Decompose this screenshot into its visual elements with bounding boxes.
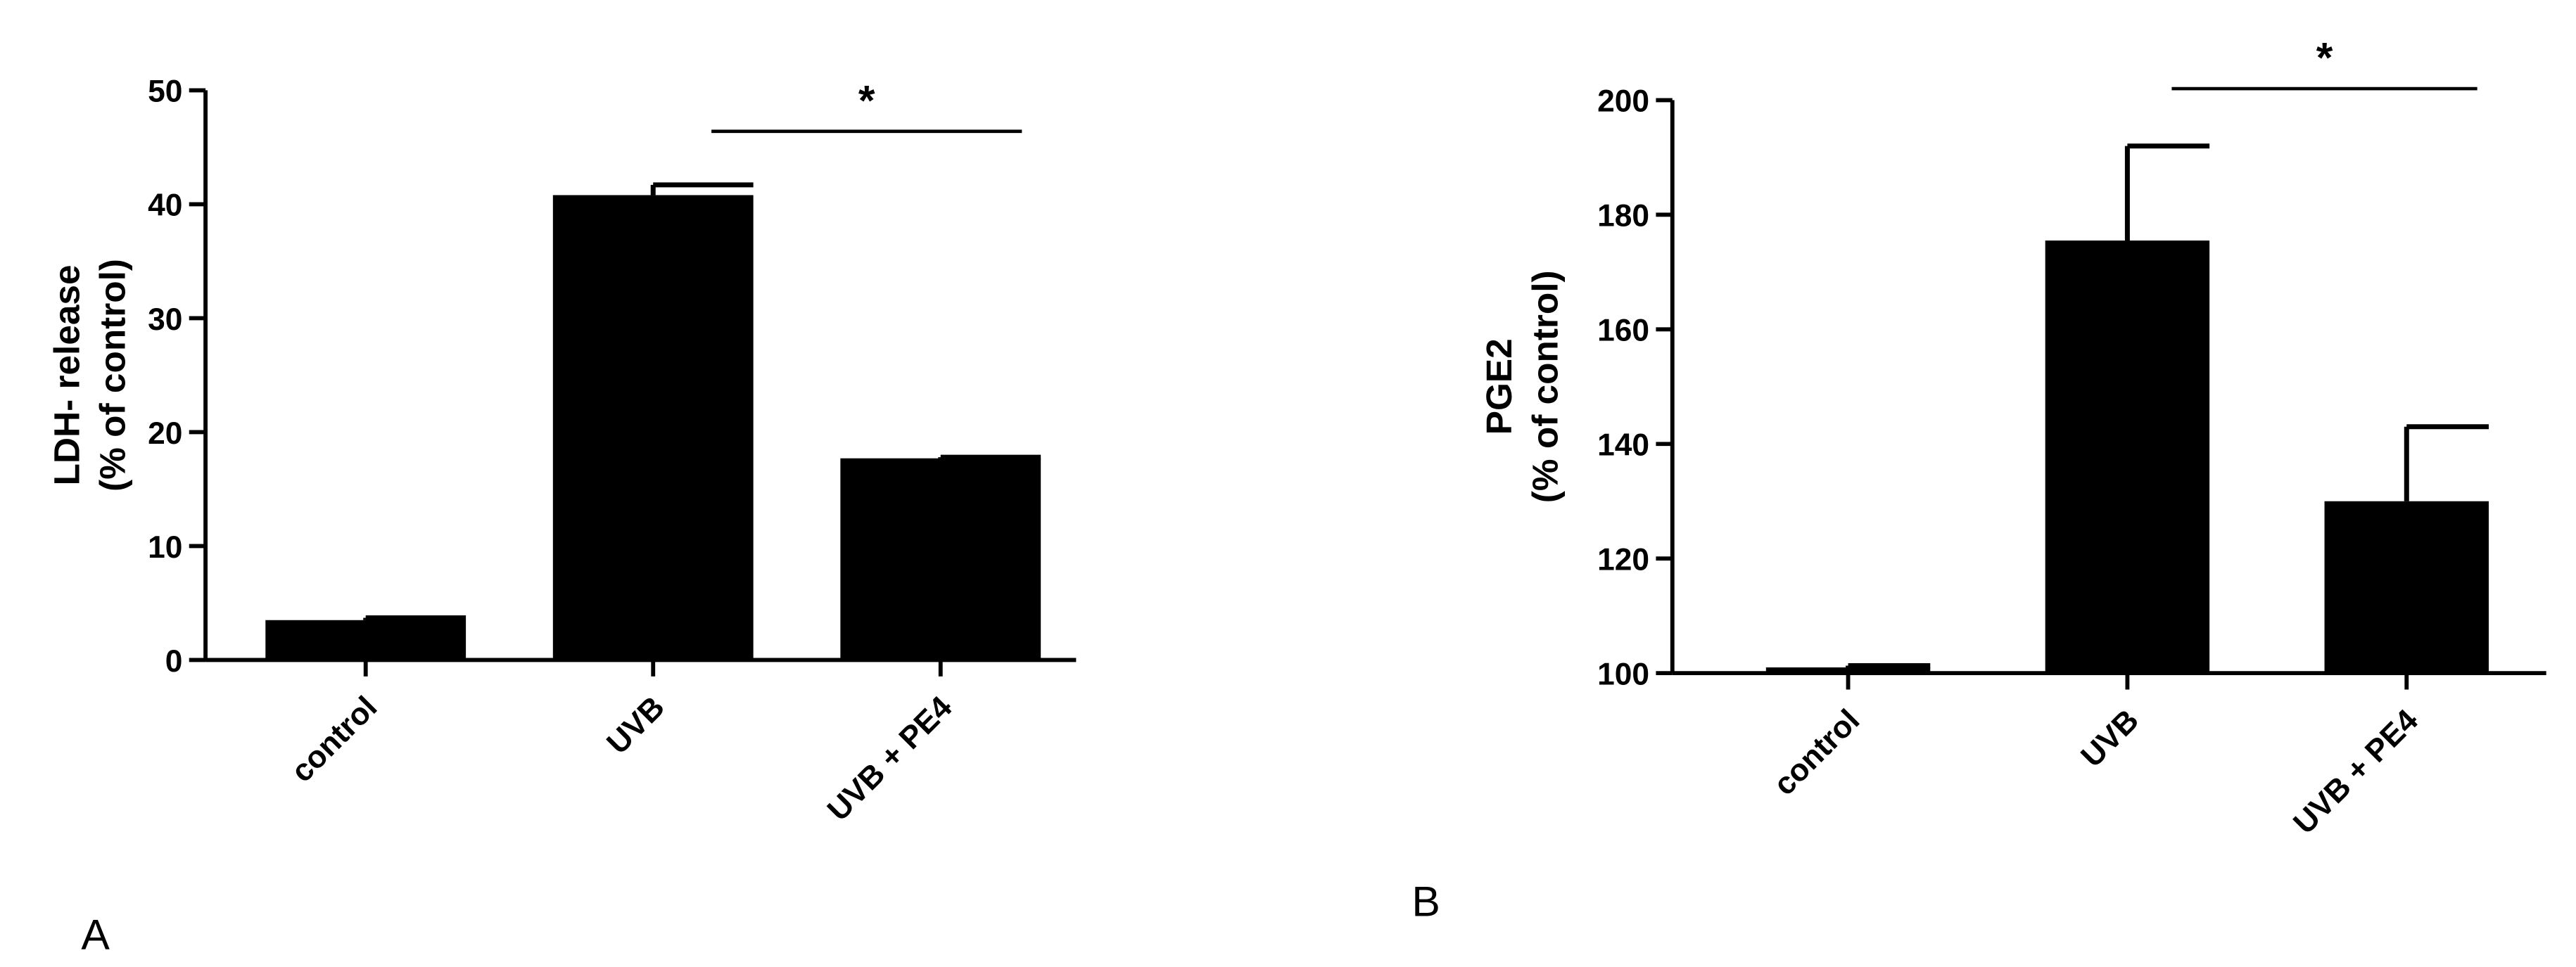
- y-tick-label: 30: [148, 302, 182, 337]
- y-tick-label: 100: [1597, 657, 1649, 691]
- y-tick-label: 180: [1597, 199, 1649, 233]
- bar: [2324, 501, 2489, 674]
- x-tick-label: UVB + PE4: [2287, 703, 2425, 840]
- x-tick-label: control: [1767, 703, 1866, 802]
- y-axis-label: (% of control): [93, 259, 133, 492]
- y-tick-label: 0: [165, 644, 183, 679]
- x-tick-label: control: [285, 690, 384, 789]
- y-axis-label: PGE2: [1479, 338, 1519, 435]
- y-tick-label: 40: [148, 188, 182, 223]
- y-tick-label: 50: [148, 75, 182, 109]
- y-tick-label: 140: [1597, 428, 1649, 463]
- x-tick-label: UVB: [600, 690, 671, 761]
- x-tick-label: UVB + PE4: [821, 690, 959, 828]
- bar: [840, 458, 1041, 660]
- significance-label: *: [2316, 34, 2333, 82]
- bar: [1765, 667, 1931, 674]
- bar: [265, 620, 467, 660]
- panel-label: A: [81, 910, 110, 958]
- bar: [2045, 241, 2210, 674]
- y-tick-label: 160: [1597, 314, 1649, 348]
- y-tick-label: 20: [148, 416, 182, 451]
- y-tick-label: 10: [148, 530, 182, 565]
- significance-label: *: [858, 76, 875, 124]
- y-tick-label: 120: [1597, 543, 1649, 577]
- y-tick-label: 200: [1597, 84, 1649, 119]
- y-axis-label: LDH- release: [46, 264, 87, 485]
- x-tick-label: UVB: [2074, 703, 2145, 774]
- y-axis-label: (% of control): [1525, 270, 1565, 503]
- bar: [552, 195, 754, 660]
- panel-label: B: [1411, 878, 1440, 926]
